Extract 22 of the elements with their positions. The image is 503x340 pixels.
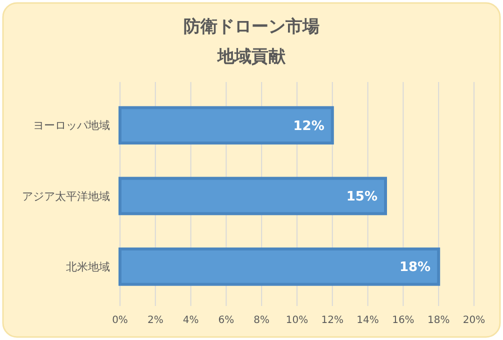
x-tick-label: 10% bbox=[286, 315, 308, 326]
data-label: 12% bbox=[293, 118, 324, 134]
y-tick-label: ヨーロッパ地域 bbox=[33, 119, 110, 132]
bar bbox=[118, 106, 334, 144]
x-tick-label: 20% bbox=[462, 315, 486, 326]
x-tick-label: 18% bbox=[427, 315, 450, 326]
x-tick-label: 14% bbox=[356, 315, 379, 326]
bar bbox=[118, 176, 387, 216]
chart-subtitle: 地域貢献 bbox=[216, 47, 286, 67]
data-label: 18% bbox=[399, 260, 431, 276]
x-tick-label: 12% bbox=[321, 315, 344, 326]
x-tick-label: 2% bbox=[147, 315, 164, 326]
chart-title: 防衛ドローン市場 bbox=[184, 17, 320, 37]
y-tick-label: 北米地域 bbox=[66, 260, 110, 274]
x-tick-label: 8% bbox=[254, 315, 270, 326]
x-tick-label: 6% bbox=[218, 315, 234, 326]
x-tick-label: 0% bbox=[112, 315, 128, 326]
data-label: 15% bbox=[346, 190, 378, 205]
bar bbox=[118, 248, 440, 286]
x-tick-label: 4% bbox=[182, 315, 199, 326]
y-tick-label: アジア太平洋地域 bbox=[22, 190, 110, 203]
x-tick-label: 16% bbox=[392, 315, 414, 326]
